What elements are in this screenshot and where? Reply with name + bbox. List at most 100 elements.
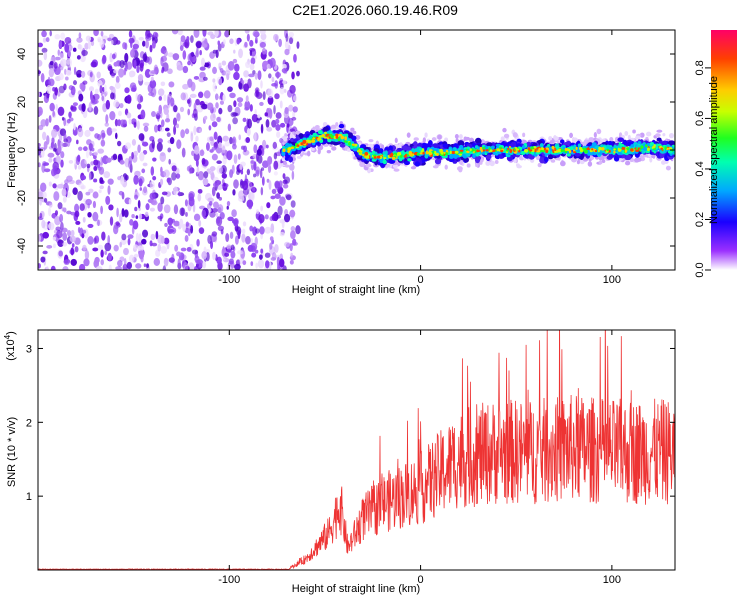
noise-point <box>92 191 99 199</box>
noise-point <box>284 48 290 56</box>
noise-point <box>83 146 88 152</box>
noise-point <box>244 30 250 34</box>
noise-point <box>177 258 181 268</box>
noise-point <box>72 102 78 107</box>
signal-point <box>362 153 365 157</box>
noise-point <box>60 227 68 233</box>
noise-point <box>42 37 47 43</box>
signal-point <box>358 148 361 153</box>
noise-point <box>188 196 195 207</box>
noise-point <box>242 79 249 84</box>
noise-point <box>63 207 67 213</box>
noise-point <box>131 151 134 160</box>
signal-point <box>526 141 532 146</box>
signal-point <box>348 141 351 146</box>
noise-point <box>261 176 265 186</box>
noise-point <box>279 231 285 237</box>
noise-point <box>160 47 165 54</box>
signal-point <box>533 146 537 149</box>
noise-point <box>143 263 147 268</box>
noise-point <box>121 208 125 218</box>
noise-point <box>77 190 83 201</box>
noise-point <box>242 117 247 123</box>
noise-point <box>119 102 124 109</box>
noise-point <box>109 85 114 91</box>
noise-point <box>215 49 219 59</box>
colorbar-tick-label: 0.2 <box>694 212 706 227</box>
noise-point <box>211 153 218 161</box>
noise-point <box>53 62 58 69</box>
noise-point <box>140 109 146 120</box>
noise-point <box>266 126 273 132</box>
noise-point <box>269 242 273 250</box>
signal-point <box>575 146 578 151</box>
noise-point <box>269 57 276 68</box>
noise-point <box>55 103 58 111</box>
noise-point <box>58 85 65 94</box>
noise-point <box>182 262 189 270</box>
noise-point <box>185 211 188 217</box>
noise-point <box>38 263 41 269</box>
noise-point <box>214 93 219 101</box>
noise-point <box>115 75 120 84</box>
noise-point <box>290 226 296 232</box>
noise-point <box>222 39 226 45</box>
signal-point <box>503 133 510 139</box>
noise-point <box>115 40 121 45</box>
noise-point <box>179 45 184 51</box>
noise-point <box>217 40 221 46</box>
noise-point <box>107 37 112 42</box>
noise-point <box>261 139 267 150</box>
noise-point <box>284 107 289 115</box>
colorbar-tick-label: 0.6 <box>694 111 706 126</box>
noise-point <box>88 102 92 112</box>
noise-point <box>249 104 253 112</box>
signal-point <box>613 155 620 162</box>
noise-point <box>143 125 149 132</box>
signal-point <box>335 122 339 127</box>
noise-point <box>292 106 298 113</box>
noise-point <box>83 258 90 267</box>
noise-point <box>66 118 71 124</box>
noise-point <box>241 180 249 191</box>
noise-point <box>150 200 158 206</box>
noise-point <box>250 160 255 164</box>
noise-point <box>195 259 201 265</box>
signal-point <box>466 163 471 168</box>
signal-point <box>310 147 315 151</box>
signal-point <box>656 137 662 142</box>
noise-point <box>75 155 81 166</box>
signal-point <box>392 164 399 169</box>
noise-point <box>38 124 44 131</box>
noise-point <box>243 145 248 153</box>
signal-point <box>449 150 452 155</box>
signal-point <box>494 159 499 164</box>
noise-point <box>81 70 86 78</box>
noise-point <box>212 182 220 188</box>
spectrogram-x-tick-label: -100 <box>218 274 240 286</box>
noise-point <box>109 110 116 121</box>
snr-series-line <box>38 330 675 570</box>
signal-point <box>393 168 400 172</box>
noise-point <box>40 73 45 83</box>
noise-point <box>203 90 211 99</box>
noise-point <box>93 165 98 171</box>
noise-point <box>145 203 150 211</box>
signal-point <box>372 150 376 155</box>
noise-point <box>233 179 239 189</box>
signal-point <box>383 156 387 160</box>
noise-point <box>103 171 111 179</box>
noise-point <box>144 68 152 79</box>
noise-point <box>217 204 224 214</box>
noise-point <box>39 199 42 206</box>
signal-point <box>590 155 594 160</box>
noise-point <box>195 135 199 142</box>
noise-point <box>293 53 297 63</box>
noise-point <box>199 50 202 56</box>
noise-point <box>173 125 177 135</box>
signal-point <box>415 148 420 152</box>
noise-point <box>236 97 244 103</box>
noise-point <box>216 192 220 199</box>
noise-point <box>209 166 216 172</box>
signal-point <box>591 148 594 151</box>
